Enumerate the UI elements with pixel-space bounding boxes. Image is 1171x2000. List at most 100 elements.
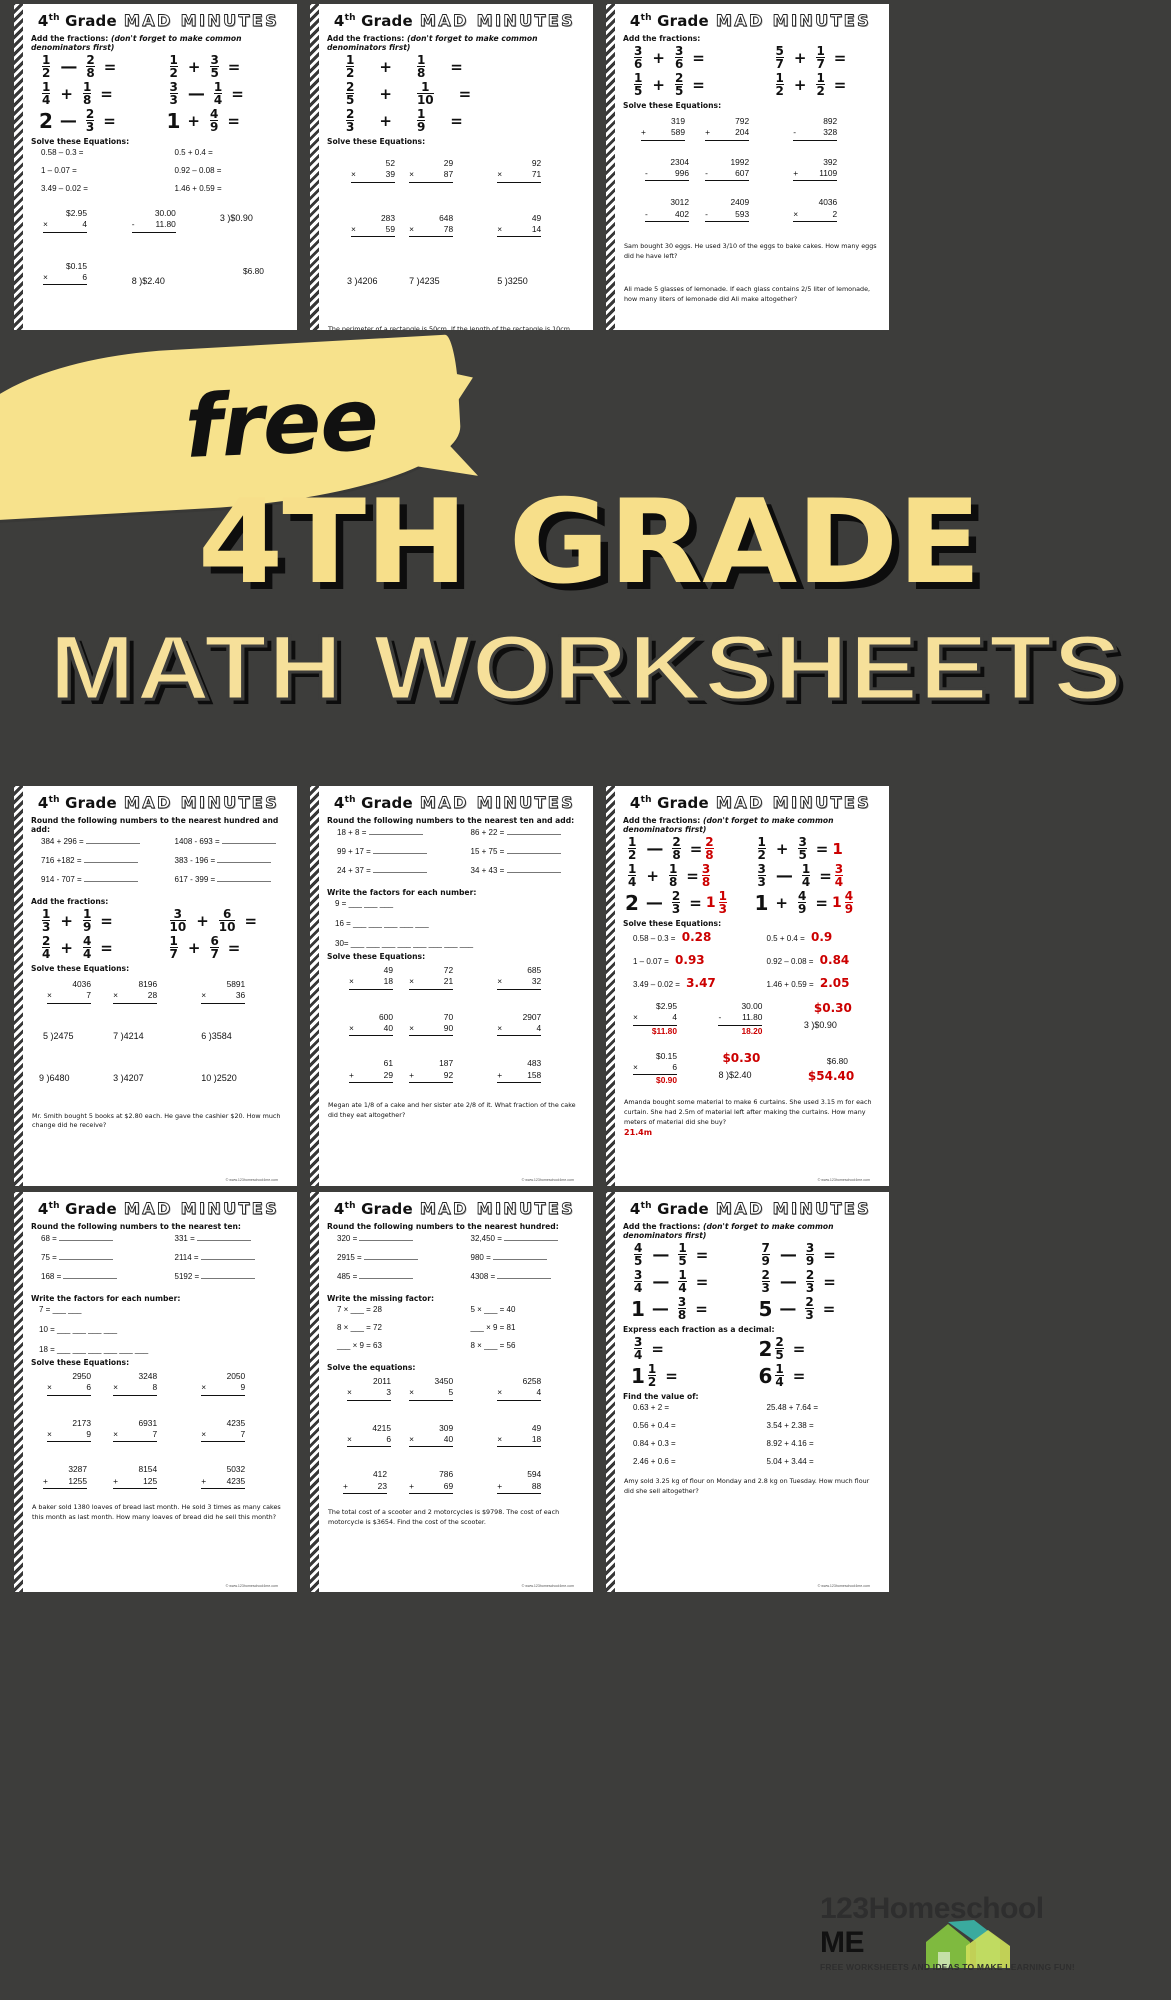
vertical-sum: 30.00-11.80: [131, 208, 176, 233]
site-logo[interactable]: 123Homeschool4 ME FREE WORKSHEETS AND ID…: [820, 1892, 1165, 1994]
equation: 5192 =: [159, 1271, 293, 1281]
worksheet-instruction: Round the following numbers to the neare…: [31, 1222, 241, 1231]
equation: 0.58 – 0.3 =: [41, 148, 84, 157]
credit-text: © www.123homeschool4me.com: [521, 1584, 574, 1588]
house-logo-icon: [926, 1920, 1010, 1968]
equation: 1 – 0.07 =: [41, 166, 77, 175]
mad-minutes-label: MAD MINUTES: [419, 1199, 576, 1219]
fraction-row: 2 3 +1 9 =: [346, 107, 463, 134]
division-problem: 7 )4235: [409, 276, 440, 287]
vertical-sum: 2304-996: [645, 157, 689, 182]
equations-label: Solve the equations:: [327, 1363, 416, 1372]
vertical-sum: 72 × 21: [409, 965, 454, 990]
equation: 914 - 707 =: [25, 874, 159, 884]
word-problem: The total cost of a scooter and 2 motorc…: [328, 1508, 560, 1526]
vertical-sum: 1992-607: [705, 157, 750, 182]
vertical-sum: 392 +1109: [793, 157, 838, 182]
equation: 2.46 + 0.6 =: [633, 1457, 676, 1466]
vertical-sum: 648 × 78: [409, 213, 454, 238]
worksheet-title: 4th Grade MAD MINUTES: [629, 793, 872, 813]
worksheet-instruction-2: Write the missing factor:: [327, 1294, 435, 1303]
worksheet-title: 4th Grade MAD MINUTES: [629, 1199, 872, 1219]
vertical-sum: 30.00-11.80 18.20: [718, 1001, 763, 1036]
equation: 0.92 – 0.08 =: [174, 166, 222, 175]
worksheet-instruction: Add the fractions: (don't forget to make…: [31, 34, 242, 52]
fraction-row: 2—2 3 = 1 1 3 1 +4 9 = 1 4 9: [625, 889, 854, 916]
equation: 331 =: [159, 1233, 293, 1243]
logo-brand: 123Homeschool4 ME: [820, 1892, 1044, 1959]
vertical-sum: 70 × 90: [409, 1012, 454, 1037]
worksheet-instruction-3: Find the value of:: [623, 1392, 699, 1401]
vertical-sum: 52 × 39: [351, 158, 395, 183]
vertical-sum: 6258 × 4: [497, 1376, 542, 1401]
worksheet-instruction: Add the fractions: (don't forget to make…: [623, 816, 834, 834]
equations-label: Solve these Equations:: [623, 101, 722, 110]
factor-line: 16 = ___ ___ ___ ___ ___: [335, 919, 429, 928]
equation: 34 + 43 =: [455, 865, 589, 875]
fraction-row: 1 1 2 = 6 1 4 =: [631, 1362, 806, 1389]
vertical-sum: 5891 × 36: [201, 979, 246, 1004]
poster-title-line2: MATH WORKSHEETS: [47, 617, 1123, 719]
worksheet-card-r2c2: 4th Grade MAD MINUTES Round the following…: [310, 786, 593, 1186]
division-answer: $0.30: [722, 1050, 761, 1065]
vertical-sum: 5032 +4235: [201, 1464, 246, 1490]
equations-label: Solve these Equations:: [327, 137, 426, 146]
rounding-grid: 384 + 296 = 1408 - 693 = 716 +182 = 383 …: [25, 836, 292, 893]
worksheet-title: 4th Grade MAD MINUTES: [37, 1199, 280, 1219]
mad-minutes-label: MAD MINUTES: [715, 793, 872, 813]
vertical-sum: 29 × 87: [409, 158, 454, 183]
factor-line: 5 × ___ = 40: [470, 1305, 516, 1314]
rounding-grid: 320 = 32,450 = 2915 = 980 = 485 = 4308 =: [321, 1233, 588, 1290]
equation: 383 - 196 =: [159, 855, 293, 865]
division-problem: 8 )$2.40: [718, 1069, 752, 1080]
mad-minutes-label: MAD MINUTES: [715, 1199, 872, 1219]
vertical-sum: 792 +204: [705, 116, 750, 141]
worksheet-title: 4th Grade MAD MINUTES: [629, 11, 872, 31]
factor-line: 7 × ___ = 28: [337, 1305, 382, 1314]
vertical-sum: 2409-593: [705, 197, 750, 223]
vertical-sum: 3450 × 5: [409, 1376, 454, 1401]
equation: 384 + 296 =: [25, 836, 159, 846]
fraction-row: 1 4 +1 8 = 3 8 3 3—1 4 = 3 4: [628, 862, 844, 889]
vertical-sum: $2.95 × 4 $11.80: [633, 1001, 677, 1036]
vertical-sum: 2950 × 6: [47, 1371, 91, 1396]
vertical-sum: 4036 × 2: [793, 197, 838, 223]
equations-label: Solve these Equations:: [31, 964, 130, 973]
vertical-sum: 61 +29: [349, 1058, 393, 1084]
credit-text: © www.123homeschool4me.com: [817, 1584, 870, 1588]
equation: 0.92 – 0.08 = 0.84: [766, 953, 850, 967]
vertical-sum: 2011 × 3: [347, 1376, 391, 1401]
worksheet-instruction-2: Add the fractions:: [31, 897, 109, 906]
equation: 8.92 + 4.16 =: [766, 1439, 814, 1448]
division-problem: 3 )$0.90: [803, 1020, 837, 1030]
worksheet-instruction: Round the following numbers to the neare…: [327, 816, 575, 825]
worksheet-card-r3c1: 4th Grade MAD MINUTES Round the following…: [14, 1192, 297, 1592]
word-problem: Amy sold 3.25 kg of flour on Monday and …: [624, 1477, 870, 1495]
equation: 320 =: [321, 1233, 455, 1243]
free-badge-label: free: [182, 370, 380, 478]
equation: 1408 - 693 =: [159, 836, 293, 846]
equation: 2114 =: [159, 1252, 293, 1262]
equation: 25.48 + 7.64 =: [766, 1403, 819, 1412]
fraction-row: 2 4 +4 4 = 1 7 +6 7 =: [42, 934, 241, 961]
mad-minutes-label: MAD MINUTES: [123, 1199, 280, 1219]
hero-banner: free 4TH GRADE MATH WORKSHEETS: [0, 330, 1171, 780]
division-problem: 7 )4214: [113, 1030, 144, 1041]
division-problem: 5 )2475: [43, 1030, 74, 1041]
vertical-sum: 685 × 32: [497, 965, 542, 990]
equation: 0.63 + 2 =: [633, 1403, 670, 1412]
equations-label: Solve these Equations:: [31, 137, 130, 146]
missing-factor-grid: 7 × ___ = 28 5 × ___ = 40 8 × ___ = 72 _…: [321, 1305, 588, 1359]
mad-minutes-label: MAD MINUTES: [419, 793, 576, 813]
vertical-sum: 49 × 18: [349, 965, 393, 990]
word-problem: Sam bought 30 eggs. He used 3/10 of the …: [624, 242, 877, 260]
equation: 99 + 17 =: [321, 846, 455, 856]
credit-text: © www.123homeschool4me.com: [521, 1178, 574, 1182]
fraction-row: 2 5 +1 10 =: [346, 80, 472, 107]
worksheet-instruction: Add the fractions: (don't forget to make…: [623, 1222, 834, 1240]
rounding-grid: 68 = 331 = 75 = 2114 = 168 = 5192 =: [25, 1233, 292, 1290]
factor-line: ___ × 9 = 63: [337, 1341, 382, 1350]
credit-text: © www.123homeschool4me.com: [225, 1584, 278, 1588]
division-problem: 8 )$2.40: [131, 275, 165, 286]
